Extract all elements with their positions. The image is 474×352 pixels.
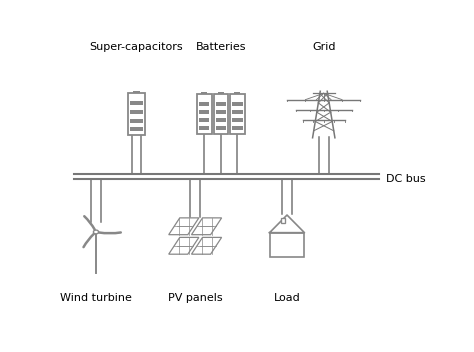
Bar bbox=[199, 110, 210, 114]
Bar bbox=[199, 118, 210, 122]
Bar bbox=[130, 119, 143, 122]
Bar bbox=[130, 101, 143, 105]
Bar bbox=[230, 94, 245, 134]
Bar bbox=[216, 110, 226, 114]
Text: Wind turbine: Wind turbine bbox=[60, 293, 132, 303]
Bar bbox=[201, 93, 207, 94]
Bar bbox=[281, 218, 285, 223]
Polygon shape bbox=[191, 218, 222, 235]
Text: Grid: Grid bbox=[312, 42, 336, 52]
Bar bbox=[216, 126, 226, 130]
Text: Batteries: Batteries bbox=[196, 42, 246, 52]
Polygon shape bbox=[169, 218, 199, 235]
Text: Super-capacitors: Super-capacitors bbox=[90, 42, 183, 52]
Text: Load: Load bbox=[273, 293, 301, 303]
Bar bbox=[130, 110, 143, 114]
Bar bbox=[235, 93, 240, 94]
Bar bbox=[232, 118, 243, 122]
Bar bbox=[130, 127, 143, 131]
Bar bbox=[128, 93, 145, 135]
Polygon shape bbox=[169, 237, 199, 254]
Bar bbox=[232, 102, 243, 106]
Bar bbox=[133, 91, 140, 93]
Text: PV panels: PV panels bbox=[168, 293, 222, 303]
Circle shape bbox=[93, 230, 99, 234]
Bar bbox=[197, 94, 212, 134]
Bar bbox=[216, 118, 226, 122]
Bar bbox=[213, 94, 228, 134]
Bar bbox=[270, 233, 304, 257]
Bar bbox=[232, 110, 243, 114]
Text: DC bus: DC bus bbox=[386, 174, 426, 184]
Polygon shape bbox=[191, 237, 222, 254]
Bar bbox=[216, 102, 226, 106]
Bar bbox=[218, 93, 224, 94]
Bar bbox=[199, 102, 210, 106]
Bar bbox=[199, 126, 210, 130]
Bar bbox=[232, 126, 243, 130]
